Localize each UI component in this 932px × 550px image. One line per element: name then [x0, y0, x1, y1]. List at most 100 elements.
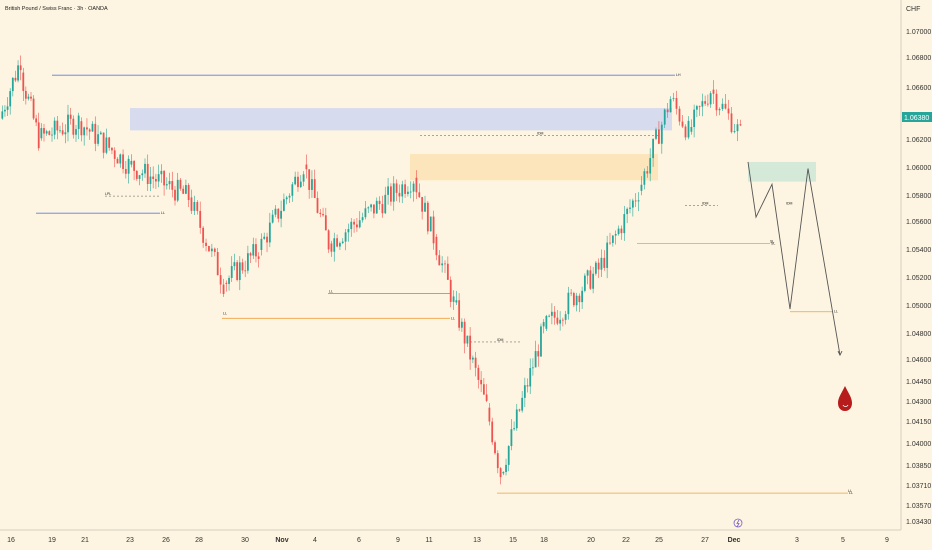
candle-body[interactable]: [364, 208, 367, 218]
candle-body[interactable]: [69, 114, 72, 119]
candle-body[interactable]: [277, 208, 280, 219]
candle-body[interactable]: [586, 270, 589, 276]
candle-body[interactable]: [455, 300, 458, 303]
candle-body[interactable]: [222, 284, 225, 294]
candle-body[interactable]: [496, 453, 499, 469]
candle-body[interactable]: [35, 118, 38, 123]
candle-body[interactable]: [257, 256, 260, 259]
candle-body[interactable]: [392, 183, 395, 202]
candle-body[interactable]: [626, 208, 629, 215]
candle-body[interactable]: [418, 192, 421, 198]
candle-body[interactable]: [404, 184, 406, 194]
candle-body[interactable]: [655, 129, 657, 139]
candle-body[interactable]: [152, 176, 155, 179]
candle-body[interactable]: [193, 202, 196, 211]
candle-body[interactable]: [712, 89, 715, 94]
candle-body[interactable]: [460, 321, 463, 328]
candle-body[interactable]: [37, 122, 40, 149]
candle-body[interactable]: [291, 184, 294, 196]
candle-body[interactable]: [119, 154, 122, 164]
candle-body[interactable]: [271, 214, 274, 223]
candle-body[interactable]: [330, 243, 333, 252]
candle-body[interactable]: [19, 65, 22, 71]
candle-body[interactable]: [288, 195, 291, 198]
candle-body[interactable]: [564, 314, 567, 320]
candle-body[interactable]: [316, 197, 319, 213]
candle-body[interactable]: [412, 183, 415, 192]
candle-body[interactable]: [537, 351, 540, 357]
candle-body[interactable]: [378, 200, 381, 205]
candle-body[interactable]: [724, 103, 727, 109]
candle-body[interactable]: [395, 183, 398, 193]
candle-body[interactable]: [344, 232, 347, 242]
candle-body[interactable]: [637, 200, 640, 202]
candle-body[interactable]: [444, 263, 446, 265]
candle-body[interactable]: [40, 128, 43, 139]
candle-body[interactable]: [375, 200, 378, 214]
candle-body[interactable]: [219, 275, 222, 285]
candle-body[interactable]: [77, 115, 80, 130]
candle-body[interactable]: [283, 199, 285, 211]
candle-body[interactable]: [174, 189, 176, 201]
candle-body[interactable]: [111, 147, 113, 151]
candle-body[interactable]: [466, 335, 469, 344]
candle-body[interactable]: [629, 207, 631, 209]
candle-body[interactable]: [424, 202, 426, 212]
candle-body[interactable]: [263, 236, 266, 239]
candle-body[interactable]: [297, 176, 299, 188]
candle-body[interactable]: [407, 191, 409, 194]
candle-body[interactable]: [165, 184, 168, 186]
candle-body[interactable]: [83, 127, 86, 136]
candle-body[interactable]: [24, 90, 27, 99]
candle-body[interactable]: [575, 295, 578, 306]
candle-body[interactable]: [171, 181, 174, 190]
candle-body[interactable]: [398, 192, 401, 197]
candle-body[interactable]: [715, 93, 718, 111]
candle-body[interactable]: [581, 290, 584, 303]
candle-body[interactable]: [179, 179, 182, 189]
candle-body[interactable]: [43, 128, 45, 134]
candle-body[interactable]: [135, 170, 138, 179]
candle-body[interactable]: [205, 242, 207, 247]
candle-body[interactable]: [370, 204, 372, 208]
candle-body[interactable]: [266, 236, 268, 243]
candle-body[interactable]: [739, 124, 742, 126]
candle-body[interactable]: [603, 257, 606, 268]
candle-body[interactable]: [22, 72, 25, 91]
candle-body[interactable]: [358, 220, 361, 228]
candle-body[interactable]: [367, 207, 370, 209]
candle-body[interactable]: [452, 296, 455, 302]
candle-body[interactable]: [199, 210, 202, 228]
candle-body[interactable]: [721, 103, 724, 109]
candle-body[interactable]: [64, 132, 67, 135]
candle-body[interactable]: [255, 244, 257, 257]
candle-body[interactable]: [268, 222, 271, 243]
candle-body[interactable]: [623, 214, 626, 234]
candle-body[interactable]: [11, 77, 14, 92]
candle-body[interactable]: [91, 123, 94, 132]
candle-body[interactable]: [99, 132, 102, 135]
candle-body[interactable]: [236, 262, 239, 280]
candle-body[interactable]: [583, 275, 586, 291]
candle-body[interactable]: [611, 235, 614, 243]
candle-body[interactable]: [561, 319, 564, 321]
candle-body[interactable]: [196, 202, 199, 211]
candle-body[interactable]: [116, 158, 119, 164]
candle-body[interactable]: [488, 407, 491, 422]
candle-body[interactable]: [244, 270, 247, 272]
candle-body[interactable]: [617, 228, 620, 235]
candle-body[interactable]: [94, 123, 97, 144]
candle-body[interactable]: [339, 243, 341, 247]
x-axis[interactable]: 16 19 21 23 26 28 30 Nov 4 6 9 11 13 15 18 20 22 25 27 Dec 3…: [7, 537, 889, 544]
candle-body[interactable]: [141, 173, 144, 176]
candle-body[interactable]: [168, 181, 171, 185]
candle-body[interactable]: [97, 134, 99, 144]
candle-body[interactable]: [149, 176, 152, 184]
candle-body[interactable]: [529, 368, 532, 387]
candle-body[interactable]: [182, 188, 185, 194]
candle-body[interactable]: [631, 200, 634, 208]
candle-body[interactable]: [53, 120, 56, 135]
candle-body[interactable]: [695, 106, 698, 110]
y-axis[interactable]: 1.07000 1.06800 1.06600 1.06200 1.06000 1.058…: [906, 29, 931, 526]
candle-body[interactable]: [390, 186, 392, 202]
